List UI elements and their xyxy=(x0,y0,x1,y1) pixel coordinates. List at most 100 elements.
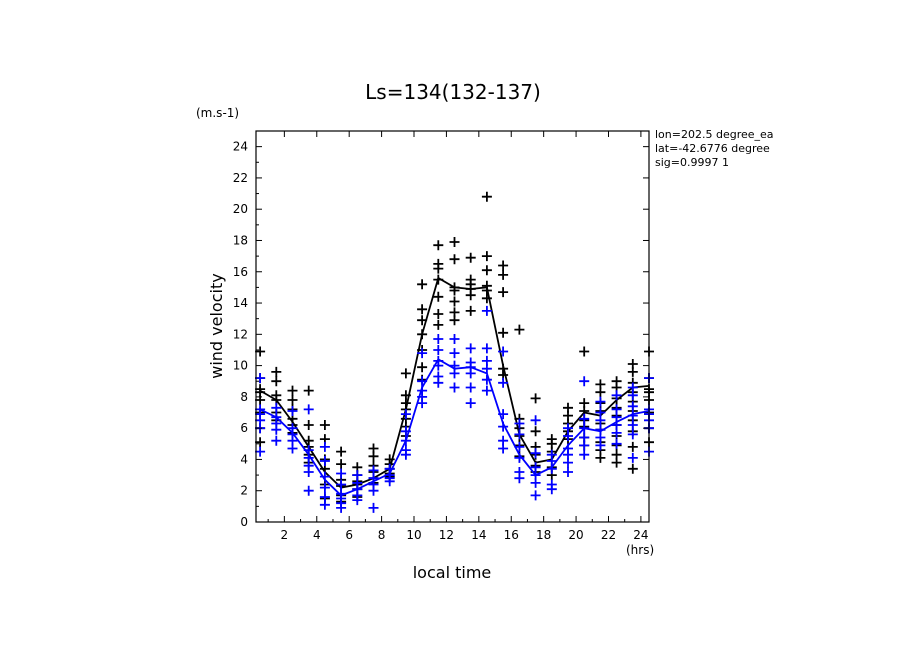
series-1-point xyxy=(563,431,573,441)
series-0-point xyxy=(255,437,266,448)
series-1-point xyxy=(611,438,622,449)
series-1-point xyxy=(319,482,330,493)
series-0-point xyxy=(627,441,638,452)
x-tick-label: 4 xyxy=(313,528,321,542)
series-1-point xyxy=(400,435,411,446)
series-1-point xyxy=(563,457,573,468)
series-0-point xyxy=(433,291,444,302)
series-1-point xyxy=(627,401,638,412)
series-1-point xyxy=(449,368,460,379)
series-0-point xyxy=(465,305,476,316)
series-0-point xyxy=(514,324,525,335)
x-tick-label: 8 xyxy=(378,528,386,542)
series-0-point xyxy=(417,329,428,340)
series-0-point xyxy=(465,290,476,301)
y-tick-label: 10 xyxy=(233,359,248,373)
series-1-point xyxy=(433,360,444,371)
series-0-point xyxy=(319,420,330,430)
series-1-point xyxy=(319,471,330,482)
axis-ticks: 2 4 6 8 10 12 14 16 18 20 22 2402468101214161820222… xyxy=(233,130,649,542)
series-1-point xyxy=(611,390,622,401)
series-0-point xyxy=(417,362,428,373)
series-1-point xyxy=(255,373,266,384)
series-1-point xyxy=(465,368,476,379)
info-line-lon: lon=202.5 degree_ea xyxy=(655,128,774,141)
y-tick-label: 24 xyxy=(233,140,248,154)
series-1-point xyxy=(465,382,476,393)
x-tick-label: 2 xyxy=(281,528,289,542)
series-0-point xyxy=(433,240,444,251)
series-1-point xyxy=(433,345,444,355)
series-0-point xyxy=(627,366,638,377)
series-1-point xyxy=(530,477,541,488)
series-1 xyxy=(255,305,654,513)
series-1-point xyxy=(368,502,379,513)
x-tick-label: 24 xyxy=(633,528,648,542)
series-0-point xyxy=(530,426,541,437)
series-0-point xyxy=(271,366,282,377)
series-0-point xyxy=(498,287,509,298)
chart-title: Ls=134(132-137) xyxy=(365,80,541,104)
x-tick-label: 16 xyxy=(504,528,519,542)
y-axis-label: wind velocity xyxy=(207,273,226,378)
x-tick-label: 12 xyxy=(439,528,454,542)
series-1-point xyxy=(449,348,460,359)
x-tick-label: 10 xyxy=(406,528,421,542)
series-0-point xyxy=(433,309,444,319)
series-0-point xyxy=(255,346,266,357)
series-0-point xyxy=(595,387,606,398)
series-0-point xyxy=(433,319,444,330)
info-text-block: lon=202.5 degree_ea lat=-42.6776 degree … xyxy=(655,128,774,169)
series-1-point xyxy=(465,343,476,354)
y-tick-label: 8 xyxy=(240,390,248,404)
y-tick-label: 6 xyxy=(240,421,248,435)
series-0-point xyxy=(481,191,492,202)
x-tick-label: 18 xyxy=(536,528,551,542)
series-0-point xyxy=(303,420,314,430)
series-1-point xyxy=(400,426,411,437)
y-tick-label: 4 xyxy=(240,452,248,466)
series-0-point xyxy=(481,293,492,304)
series-1-point xyxy=(498,409,509,420)
series-1-point xyxy=(319,441,330,452)
series-1-point xyxy=(255,446,266,457)
y-tick-label: 22 xyxy=(233,171,248,185)
series-1-point xyxy=(579,423,590,434)
info-clip-mask xyxy=(779,126,904,176)
series-1-point xyxy=(579,413,590,424)
series-0-point xyxy=(400,368,411,379)
y-tick-label: 12 xyxy=(233,327,248,341)
series-0-point xyxy=(498,269,509,280)
series-1-point xyxy=(498,346,509,357)
series-1-point xyxy=(400,409,411,420)
series-1-point xyxy=(627,429,638,440)
series-1-point xyxy=(336,468,347,479)
series-1-point xyxy=(530,490,541,501)
series-1-point xyxy=(433,334,444,344)
series-1-point xyxy=(336,502,347,513)
series-1-point xyxy=(336,479,347,490)
series-1-point xyxy=(481,343,492,354)
series-1-point xyxy=(546,484,557,495)
series-0-point xyxy=(417,304,428,315)
series-0-point xyxy=(449,254,460,265)
series-1-point xyxy=(579,449,590,460)
series-1-point xyxy=(514,452,525,463)
series-1-point xyxy=(481,363,492,374)
series-1-point xyxy=(481,305,492,316)
series-1-point xyxy=(579,376,590,387)
series-0-point xyxy=(530,393,541,404)
series-0-point xyxy=(417,315,428,326)
series-1-point xyxy=(514,441,525,452)
series-0-point xyxy=(336,459,347,470)
series-1-point xyxy=(514,429,525,440)
series-0-point xyxy=(611,457,622,468)
series-1-point xyxy=(498,443,509,454)
series-0-point xyxy=(481,265,492,276)
series-0-point xyxy=(449,237,460,247)
y-tick-label: 0 xyxy=(240,515,248,529)
info-line-lat: lat=-42.6776 degree xyxy=(655,142,770,155)
series-1-point xyxy=(627,452,638,463)
series-0-point xyxy=(336,446,347,457)
